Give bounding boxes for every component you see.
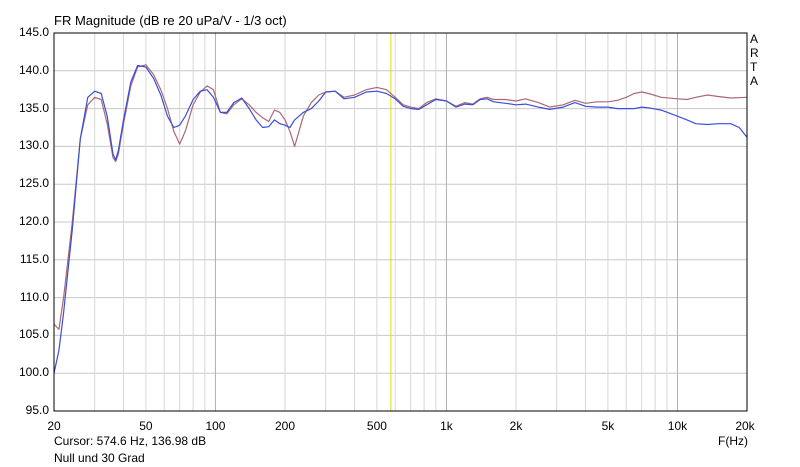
x-tick-label: 5k xyxy=(601,419,615,433)
y-tick-label: 125.0 xyxy=(18,176,49,191)
chart-title: FR Magnitude (dB re 20 uPa/V - 1/3 oct) xyxy=(54,13,287,28)
x-tick-label: 20 xyxy=(47,419,61,433)
measurement-note: Null und 30 Grad xyxy=(54,451,145,465)
series-line-1 xyxy=(53,64,748,330)
brand-letter-1: A xyxy=(750,32,759,46)
brand-letter-4: A xyxy=(750,74,759,88)
y-tick-label: 140.0 xyxy=(18,62,49,77)
x-tick-label: 10k xyxy=(667,419,688,433)
y-tick-label: 135.0 xyxy=(18,100,49,115)
x-tick-label: 200 xyxy=(274,419,296,433)
y-tick-label: 95.0 xyxy=(25,403,49,417)
x-tick-label: 20k xyxy=(735,419,755,433)
y-tick-label: 130.0 xyxy=(18,138,49,153)
y-tick-label: 120.0 xyxy=(18,214,49,228)
x-tick-label: 50 xyxy=(139,419,153,433)
y-tick-label: 100.0 xyxy=(18,365,49,380)
y-tick-label: 105.0 xyxy=(18,327,49,342)
cursor-readout: Cursor: 574.6 Hz, 136.98 dB xyxy=(54,434,207,448)
plot-frame xyxy=(53,32,748,412)
x-tick-label: 2k xyxy=(509,419,523,433)
brand-letter-2: R xyxy=(750,46,759,60)
y-tick-label: 115.0 xyxy=(19,251,49,266)
brand-letter-3: T xyxy=(750,60,758,74)
series-line-2 xyxy=(53,64,748,374)
y-tick-label: 110.0 xyxy=(19,289,49,304)
x-axis-label: F(Hz) xyxy=(718,434,748,448)
y-tick-label: 145.0 xyxy=(18,25,49,39)
arta-logo: A R T A xyxy=(750,32,760,88)
x-tick-label: 100 xyxy=(205,419,226,433)
x-tick-label: 500 xyxy=(366,419,387,433)
x-tick-label: 1k xyxy=(440,419,453,433)
